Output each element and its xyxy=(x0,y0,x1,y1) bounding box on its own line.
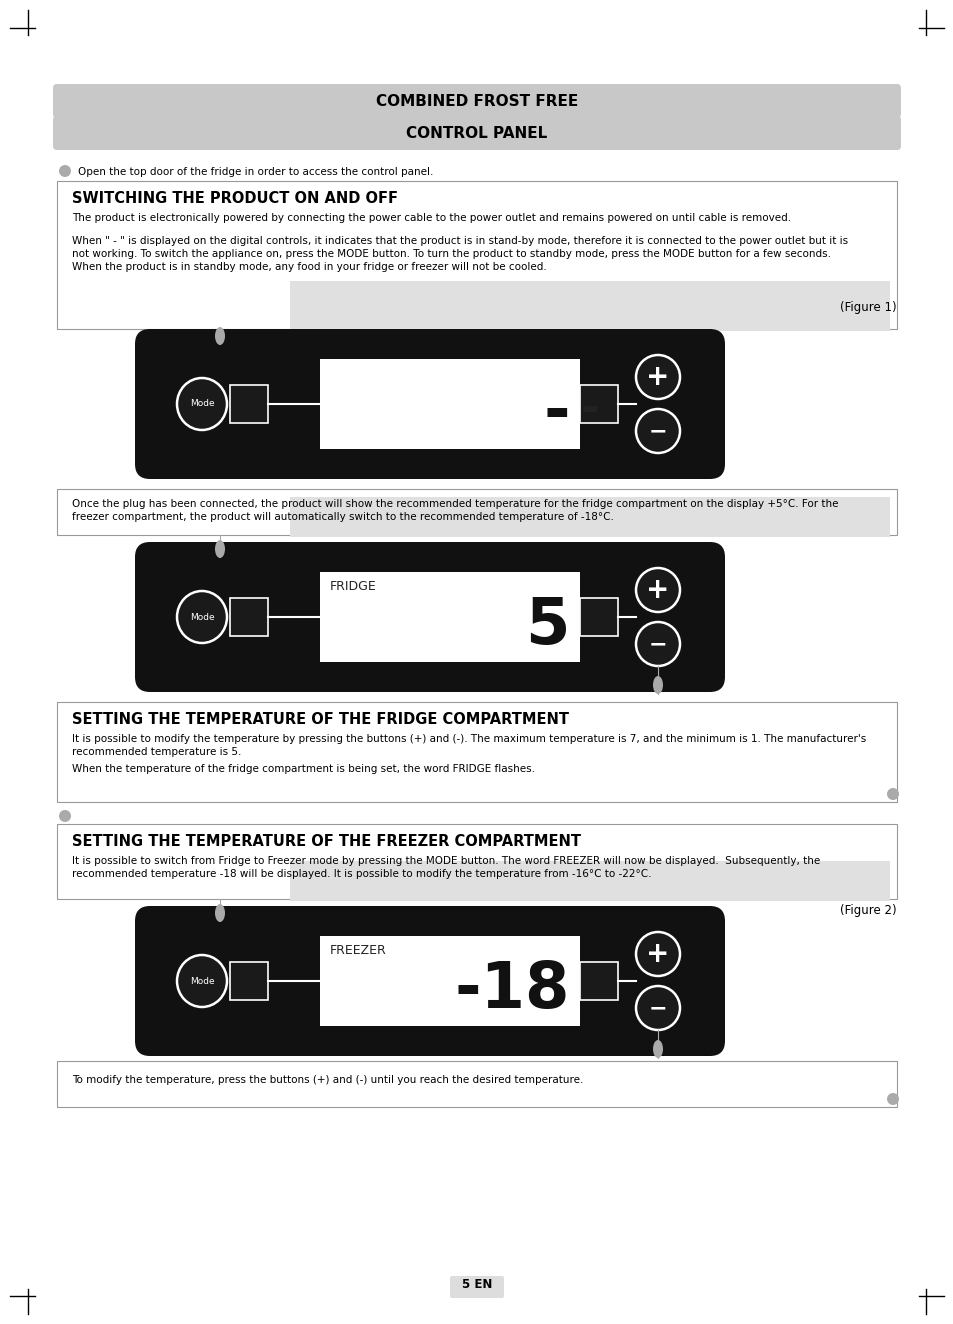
Text: +: + xyxy=(645,363,669,391)
FancyBboxPatch shape xyxy=(579,963,618,1000)
Ellipse shape xyxy=(214,327,225,346)
FancyBboxPatch shape xyxy=(57,702,896,802)
FancyBboxPatch shape xyxy=(230,385,268,422)
Circle shape xyxy=(59,166,71,177)
Text: (Figure 2): (Figure 2) xyxy=(840,904,896,918)
Ellipse shape xyxy=(636,409,679,453)
Text: When " - " is displayed on the digital controls, it indicates that the product i: When " - " is displayed on the digital c… xyxy=(71,236,847,246)
FancyBboxPatch shape xyxy=(135,542,724,692)
FancyBboxPatch shape xyxy=(230,963,268,1000)
Text: -: - xyxy=(580,388,598,430)
Text: Open the top door of the fridge in order to access the control panel.: Open the top door of the fridge in order… xyxy=(78,167,433,177)
Text: To modify the temperature, press the buttons (+) and (-) until you reach the des: To modify the temperature, press the but… xyxy=(71,1075,583,1084)
Ellipse shape xyxy=(177,377,227,430)
Text: When the product is in standby mode, any food in your fridge or freezer will not: When the product is in standby mode, any… xyxy=(71,262,546,271)
Text: −: − xyxy=(648,421,666,441)
FancyBboxPatch shape xyxy=(290,861,889,902)
FancyBboxPatch shape xyxy=(57,489,896,535)
Text: CONTROL PANEL: CONTROL PANEL xyxy=(406,126,547,140)
Ellipse shape xyxy=(636,986,679,1030)
Text: 5 EN: 5 EN xyxy=(461,1278,492,1291)
Text: SWITCHING THE PRODUCT ON AND OFF: SWITCHING THE PRODUCT ON AND OFF xyxy=(71,191,397,207)
FancyBboxPatch shape xyxy=(135,328,724,479)
Circle shape xyxy=(59,810,71,822)
FancyBboxPatch shape xyxy=(319,359,579,449)
FancyBboxPatch shape xyxy=(579,385,618,422)
FancyBboxPatch shape xyxy=(57,824,896,899)
Text: -18: -18 xyxy=(454,959,569,1021)
Text: -: - xyxy=(543,383,569,444)
Text: The product is electronically powered by connecting the power cable to the power: The product is electronically powered by… xyxy=(71,213,790,222)
FancyBboxPatch shape xyxy=(290,281,889,331)
FancyBboxPatch shape xyxy=(579,598,618,636)
Ellipse shape xyxy=(636,568,679,612)
Text: −: − xyxy=(648,998,666,1018)
FancyBboxPatch shape xyxy=(53,83,900,118)
Text: recommended temperature is 5.: recommended temperature is 5. xyxy=(71,747,241,757)
Text: Mode: Mode xyxy=(190,400,214,409)
Ellipse shape xyxy=(652,677,662,694)
FancyBboxPatch shape xyxy=(135,906,724,1057)
Text: −: − xyxy=(648,634,666,654)
FancyBboxPatch shape xyxy=(450,1276,503,1298)
Text: freezer compartment, the product will automatically switch to the recommended te: freezer compartment, the product will au… xyxy=(71,512,613,522)
Ellipse shape xyxy=(177,591,227,643)
FancyBboxPatch shape xyxy=(319,936,579,1026)
Ellipse shape xyxy=(214,904,225,922)
Text: SETTING THE TEMPERATURE OF THE FREEZER COMPARTMENT: SETTING THE TEMPERATURE OF THE FREEZER C… xyxy=(71,834,580,849)
Ellipse shape xyxy=(636,355,679,399)
Text: Mode: Mode xyxy=(190,613,214,621)
Text: recommended temperature -18 will be displayed. It is possible to modify the temp: recommended temperature -18 will be disp… xyxy=(71,869,651,879)
Text: Mode: Mode xyxy=(190,977,214,985)
Circle shape xyxy=(886,788,898,800)
Text: not working. To switch the appliance on, press the MODE button. To turn the prod: not working. To switch the appliance on,… xyxy=(71,249,830,260)
FancyBboxPatch shape xyxy=(57,1061,896,1107)
Ellipse shape xyxy=(177,955,227,1008)
Text: (Figure 1): (Figure 1) xyxy=(840,301,896,314)
Text: It is possible to switch from Fridge to Freezer mode by pressing the MODE button: It is possible to switch from Fridge to … xyxy=(71,857,820,866)
Text: +: + xyxy=(645,940,669,968)
Ellipse shape xyxy=(652,1039,662,1058)
Ellipse shape xyxy=(214,540,225,557)
Ellipse shape xyxy=(636,622,679,666)
Text: +: + xyxy=(645,576,669,604)
Ellipse shape xyxy=(636,932,679,976)
Text: When the temperature of the fridge compartment is being set, the word FRIDGE fla: When the temperature of the fridge compa… xyxy=(71,764,535,775)
Text: It is possible to modify the temperature by pressing the buttons (+) and (-). Th: It is possible to modify the temperature… xyxy=(71,733,865,744)
Text: SETTING THE TEMPERATURE OF THE FRIDGE COMPARTMENT: SETTING THE TEMPERATURE OF THE FRIDGE CO… xyxy=(71,712,568,727)
FancyBboxPatch shape xyxy=(53,117,900,150)
Circle shape xyxy=(59,495,71,507)
Circle shape xyxy=(886,1094,898,1106)
Text: COMBINED FROST FREE: COMBINED FROST FREE xyxy=(375,94,578,109)
Text: FRIDGE: FRIDGE xyxy=(330,580,376,593)
FancyBboxPatch shape xyxy=(230,598,268,636)
FancyBboxPatch shape xyxy=(57,181,896,328)
FancyBboxPatch shape xyxy=(290,496,889,538)
Text: FREEZER: FREEZER xyxy=(330,944,386,957)
Text: 5: 5 xyxy=(525,594,569,657)
FancyBboxPatch shape xyxy=(319,572,579,662)
Text: Once the plug has been connected, the product will show the recommended temperat: Once the plug has been connected, the pr… xyxy=(71,499,838,508)
